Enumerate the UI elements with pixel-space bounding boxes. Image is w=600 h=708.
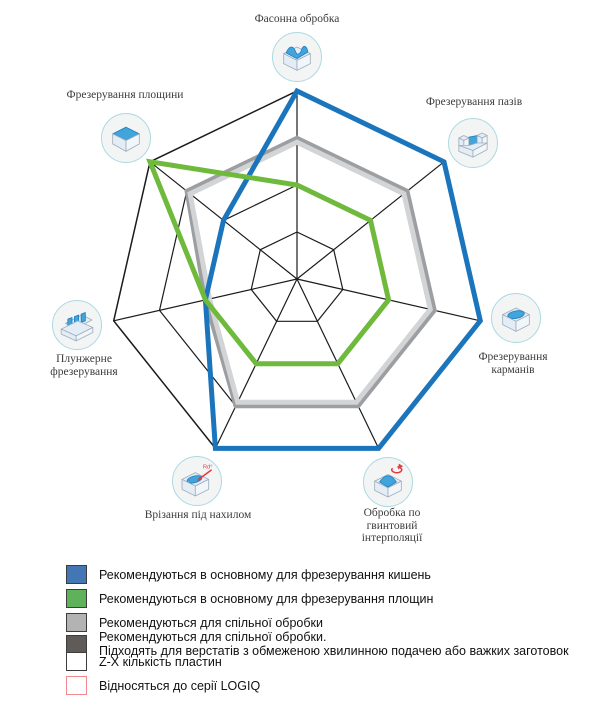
series-pocket-milling-recommended [202, 87, 484, 451]
pocket-milling-icon [491, 293, 541, 343]
legend-swatch [66, 676, 87, 695]
axis-label-slot-milling: Фрезерування пазів [425, 96, 523, 108]
ramping-icon: Rd° [172, 456, 222, 506]
legend-row: Рекомендуються в основному для фрезерува… [66, 565, 579, 584]
legend-row: Відносяться до серії LOGIQ [66, 676, 579, 695]
legend-swatch [66, 652, 87, 671]
legend-row: Рекомендуються в основному для фрезерува… [66, 589, 579, 608]
helical-interpolation-icon [363, 457, 413, 507]
plunge-milling-glyph [60, 312, 94, 342]
legend-label: Рекомендуються для спільної обробки [99, 615, 323, 630]
face-milling-icon [101, 113, 151, 163]
legend-swatch [66, 589, 87, 608]
helical-interpolation-glyph [374, 463, 403, 498]
series-face-milling-recommended [146, 158, 392, 367]
svg-text:Rd°: Rd° [203, 465, 213, 471]
slot-milling-icon [448, 118, 498, 168]
radar-chart [112, 87, 484, 451]
legend-swatch [66, 613, 87, 632]
axis-label-plunge-milling: Плунжерне фрезерування [50, 353, 118, 378]
axis-label-shaped-machining: Фасонна обробка [254, 13, 340, 25]
slot-milling-glyph [458, 132, 488, 158]
shaped-machining-icon [272, 32, 322, 82]
legend-swatch [66, 634, 87, 654]
shaped-machining-glyph [283, 45, 311, 71]
axis-label-face-milling: Фрезерування площини [66, 89, 184, 101]
axis-label-ramping: Врізання під нахилом [144, 509, 252, 521]
axis-label-helical-interpolation: Обробка по гвинтовий інтерполяції [361, 507, 423, 544]
series-joint-machining-heavy [184, 135, 437, 409]
legend-swatch [66, 565, 87, 584]
axis-label-pocket-milling: Фрезерування карманів [478, 351, 548, 376]
face-milling-glyph [112, 126, 140, 152]
series-joint-machining [187, 139, 434, 405]
legend-row: Рекомендуються для спільної обробки [66, 613, 579, 632]
ramping-glyph: Rd° [181, 465, 213, 497]
legend-label: Відносяться до серії LOGIQ [99, 678, 261, 693]
legend-label: Рекомендуються для спільної обробки. Під… [99, 630, 569, 658]
legend-row: Рекомендуються для спільної обробки. Під… [66, 630, 579, 658]
legend-label: Рекомендуються в основному для фрезерува… [99, 591, 434, 606]
plunge-milling-icon [52, 300, 102, 350]
radar-ring-1 [250, 231, 344, 322]
legend-label: Z-X кількість пластин [99, 654, 222, 669]
pocket-milling-glyph [502, 307, 530, 332]
legend-label: Рекомендуються в основному для фрезерува… [99, 567, 431, 582]
legend-row: Z-X кількість пластин [66, 652, 579, 671]
